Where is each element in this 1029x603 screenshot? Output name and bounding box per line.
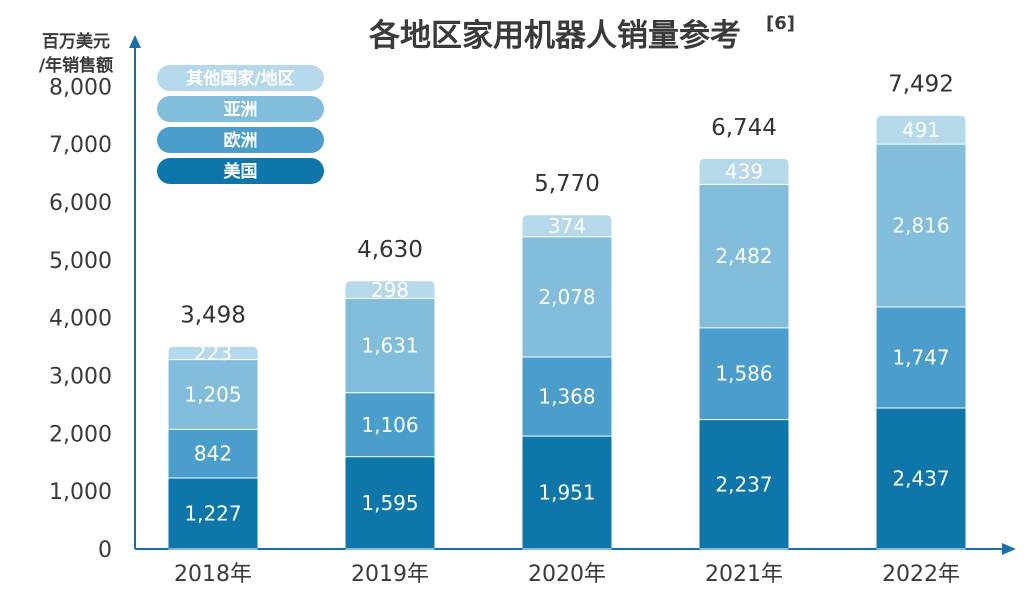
bar-segment-其他国家/地区 — [345, 281, 435, 299]
legend-swatch-其他国家/地区 — [157, 65, 324, 91]
segment-value-label: 491 — [902, 118, 940, 142]
bar-segment-亚洲 — [876, 144, 966, 307]
y-tick-label: 2,000 — [49, 422, 112, 447]
segment-value-label: 1,368 — [538, 385, 595, 409]
y-axis-ticks: 0 1,000 2,000 3,000 4,000 5,000 6,000 7,000 8,00… — [49, 75, 112, 563]
segment-value-label: 439 — [725, 160, 763, 184]
bar-segment-亚洲 — [168, 359, 258, 430]
bar-segment-欧洲 — [168, 429, 258, 479]
y-tick-label: 5,000 — [49, 249, 112, 274]
bar-total-label: 4,630 — [357, 237, 423, 263]
segment-value-label: 1,205 — [184, 382, 241, 406]
bars: 1,227 842 1,205 223 1,595 1,106 1,631 298 1,951 1… — [168, 115, 966, 550]
segment-value-label: 374 — [548, 214, 586, 238]
bar-total-label: 3,498 — [180, 303, 246, 329]
y-axis-unit-line-1: 百万美元 — [42, 31, 110, 52]
bar-segment-亚洲 — [345, 298, 435, 393]
bar-segment-其他国家/地区 — [522, 215, 612, 237]
x-tick-label: 2022年 — [882, 562, 960, 587]
legend-label: 欧洲 — [224, 130, 258, 151]
bar-segment-美国 — [345, 456, 435, 549]
chart-title-group: 各地区家用机器人销量参考 [6] — [368, 13, 795, 54]
segment-value-label: 1,747 — [892, 346, 949, 370]
bar-segment-其他国家/地区 — [876, 115, 966, 145]
segment-value-label: 223 — [194, 341, 232, 365]
bar-total-label: 5,770 — [534, 171, 600, 197]
y-tick-label: 1,000 — [49, 480, 112, 505]
segment-value-label: 298 — [371, 278, 409, 302]
bar-segment-欧洲 — [876, 306, 966, 409]
segment-value-label: 2,078 — [538, 285, 595, 309]
segment-value-label: 2,437 — [892, 467, 949, 491]
segment-value-label: 2,816 — [892, 214, 949, 238]
segment-value-label: 1,595 — [361, 491, 418, 515]
y-tick-label: 6,000 — [49, 191, 112, 216]
x-axis-ticks: 2018年 2019年 2020年 2021年 2022年 — [174, 562, 960, 587]
segment-value-label: 1,951 — [538, 481, 595, 505]
bar-segment-其他国家/地区 — [168, 346, 258, 360]
y-tick-label: 8,000 — [49, 75, 112, 100]
y-axis-unit-line-2: /年销售额 — [39, 55, 113, 76]
segment-value-label: 1,106 — [361, 413, 418, 437]
legend-swatch-亚洲 — [157, 96, 324, 122]
legend-label: 其他国家/地区 — [186, 68, 294, 89]
y-tick-label: 7,000 — [49, 133, 112, 158]
bar-segment-亚洲 — [522, 236, 612, 358]
x-axis-arrow — [1002, 543, 1016, 555]
bar-segment-美国 — [522, 436, 612, 549]
chart-title-reference: [6] — [766, 13, 795, 34]
bar-segment-亚洲 — [699, 184, 789, 328]
bar-total-label: 6,744 — [711, 115, 777, 141]
x-tick-label: 2019年 — [351, 562, 429, 587]
y-axis-arrow — [129, 35, 141, 48]
segment-value-label: 2,237 — [715, 472, 772, 496]
bar-segment-美国 — [699, 419, 789, 549]
x-tick-label: 2018年 — [174, 562, 252, 587]
chart-title: 各地区家用机器人销量参考 — [368, 18, 741, 54]
y-tick-label: 0 — [98, 538, 112, 563]
bar-segment-欧洲 — [522, 357, 612, 437]
legend-swatch-美国 — [157, 158, 324, 184]
segment-value-label: 1,586 — [715, 362, 772, 386]
legend-label: 美国 — [224, 161, 258, 182]
bar-segment-欧洲 — [699, 327, 789, 420]
y-tick-label: 3,000 — [49, 364, 112, 389]
legend-label: 亚洲 — [224, 100, 258, 120]
segment-value-label: 2,482 — [715, 244, 772, 268]
y-axis-unit-label: 百万美元 /年销售额 — [39, 31, 113, 76]
bar-totals: 3,498 4,630 5,770 6,744 7,492 — [180, 72, 954, 329]
segment-value-label: 1,227 — [184, 502, 241, 526]
bar-segment-欧洲 — [345, 392, 435, 457]
y-tick-label: 4,000 — [49, 307, 112, 332]
bar-segment-美国 — [876, 408, 966, 549]
legend-swatch-欧洲 — [157, 127, 324, 153]
segment-value-label: 1,631 — [361, 334, 418, 358]
bar-total-label: 7,492 — [888, 72, 954, 98]
x-tick-label: 2020年 — [528, 562, 606, 587]
bar-segment-美国 — [168, 478, 258, 549]
x-tick-label: 2021年 — [705, 562, 783, 587]
bar-segment-其他国家/地区 — [699, 158, 789, 185]
segment-value-label: 842 — [194, 442, 232, 466]
